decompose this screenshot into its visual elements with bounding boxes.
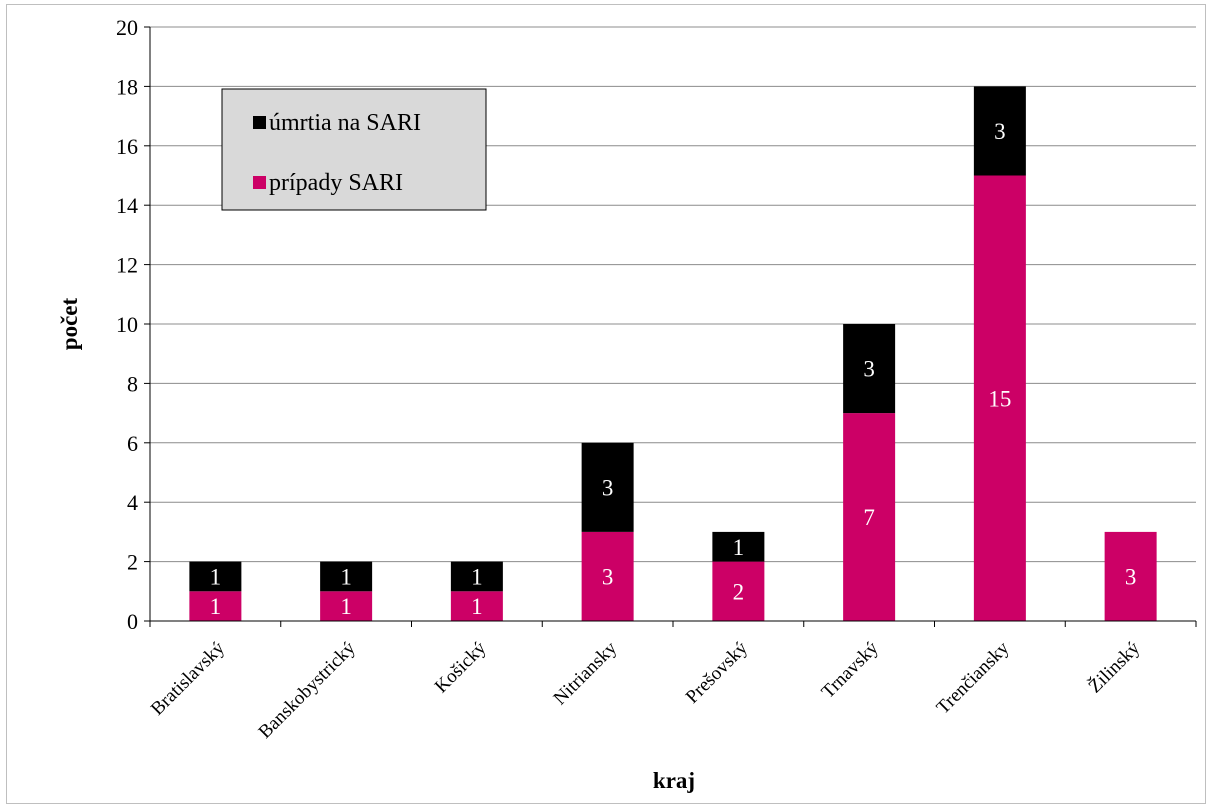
data-label: 3 — [1125, 564, 1137, 589]
data-label: 1 — [471, 594, 483, 619]
y-tick-label: 10 — [116, 312, 138, 337]
category-label: Žilinský — [1084, 637, 1145, 698]
bar-segment — [189, 561, 242, 592]
y-tick-label: 2 — [127, 550, 138, 575]
legend-label: prípady SARI — [269, 170, 403, 196]
category-label: Trenčiansky — [933, 637, 1014, 718]
legend: úmrtia na SARI prípady SARI — [221, 88, 487, 211]
legend-box — [221, 88, 487, 211]
bar-segment — [189, 591, 242, 621]
data-label: 7 — [863, 505, 875, 530]
y-tick-labels: 0 2 4 6 8 10 12 14 16 18 20 — [116, 15, 138, 634]
x-tick-labels: Bratislavský Banskobystrický Košický Nitria… — [147, 637, 1145, 743]
data-label: 15 — [988, 386, 1011, 411]
legend-label: úmrtia na SARI — [269, 110, 421, 136]
bar-segment — [320, 561, 373, 592]
legend-swatch — [253, 116, 266, 129]
axes — [149, 27, 1197, 627]
bar-segment — [973, 86, 1026, 176]
y-tick-label: 0 — [127, 609, 138, 634]
bar-segment — [581, 442, 634, 532]
data-label: 2 — [733, 579, 745, 604]
category-label: Nitriansky — [550, 637, 622, 709]
bar-segment — [712, 531, 765, 562]
y-tick-label: 20 — [116, 15, 138, 40]
legend-swatch — [253, 176, 266, 189]
x-axis-title: kraj — [653, 768, 695, 793]
data-label: 3 — [602, 564, 614, 589]
bars: 1 1 1 1 1 1 3 3 2 1 7 3 15 3 3 — [189, 86, 1157, 621]
y-tick-label: 6 — [127, 431, 138, 456]
bar-segment — [843, 413, 896, 621]
category-label: Bratislavský — [147, 637, 229, 719]
y-axis-title: počet — [57, 297, 82, 350]
data-label: 1 — [471, 564, 483, 589]
data-label: 1 — [340, 564, 352, 589]
data-label: 1 — [210, 594, 222, 619]
y-tick-label: 14 — [116, 193, 138, 218]
data-label: 1 — [210, 564, 222, 589]
y-tick-label: 16 — [116, 134, 138, 159]
y-tick-label: 4 — [127, 490, 138, 515]
data-label: 3 — [602, 475, 614, 500]
data-label: 1 — [340, 594, 352, 619]
category-label: Banskobystrický — [255, 637, 361, 743]
bar-segment — [712, 561, 765, 621]
bar-segment — [450, 561, 503, 592]
bar-segment — [320, 591, 373, 621]
data-label: 3 — [994, 119, 1006, 144]
category-label: Košický — [431, 637, 491, 697]
bar-segment — [843, 324, 896, 414]
bar-segment — [450, 591, 503, 621]
bar-segment — [973, 175, 1026, 621]
category-label: Trnavský — [818, 637, 883, 702]
data-label: 3 — [863, 357, 875, 382]
category-label: Prešovský — [682, 637, 752, 707]
data-label: 1 — [733, 535, 745, 560]
bar-segment — [581, 531, 634, 621]
y-tick-label: 18 — [116, 74, 138, 99]
y-tick-label: 12 — [116, 253, 138, 278]
bar-segment — [1104, 531, 1157, 621]
y-tick-label: 8 — [127, 371, 138, 396]
